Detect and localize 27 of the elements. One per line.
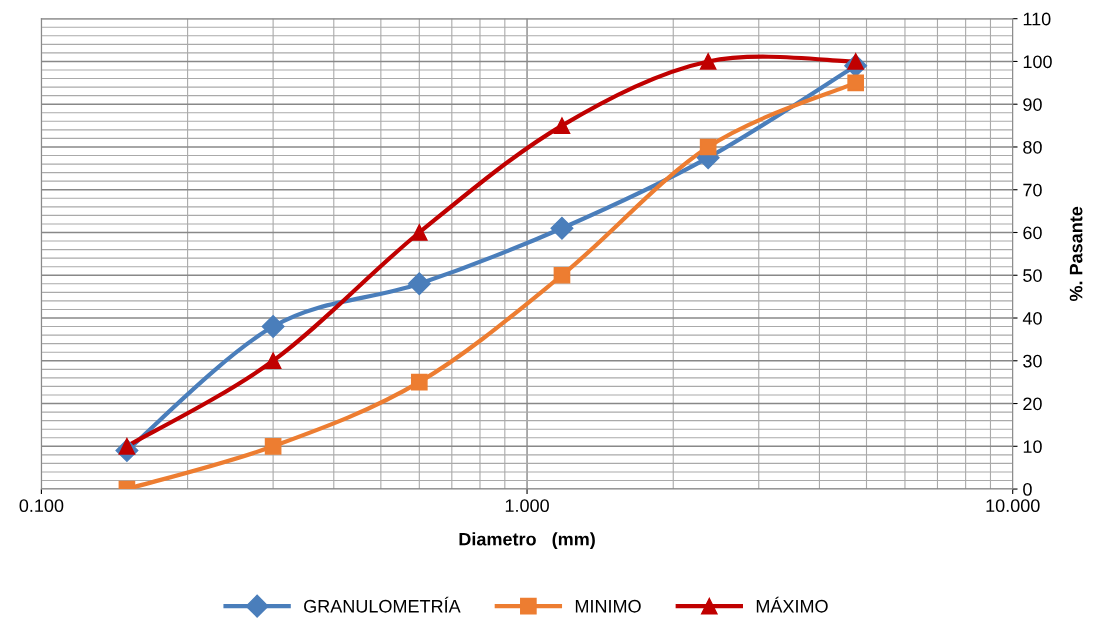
point (410, 224, 428, 241)
y-tick-label: 20 (1023, 397, 1042, 411)
point (407, 272, 431, 296)
y-tick-label: 0 (1023, 482, 1032, 496)
point (410, 373, 428, 391)
y-axis-title: %. Pasante (1069, 206, 1083, 302)
legend-label: MINIMO (575, 599, 641, 613)
y-tick-label: 80 (1023, 140, 1042, 154)
y-tick-label: 40 (1022, 311, 1042, 325)
x-tick-label: 0.100 (19, 499, 64, 513)
y-tick-label: 100 (1023, 55, 1052, 69)
y-tick-label: 110 (1023, 12, 1051, 26)
point (847, 74, 865, 92)
y-tick-label: 50 (1023, 269, 1042, 282)
legend-label: GRANULOMETRÍA (304, 596, 461, 613)
point (261, 315, 285, 339)
y-tick-label: 90 (1023, 98, 1042, 111)
point (264, 437, 282, 455)
y-tick-label: 70 (1023, 183, 1042, 197)
x-tick-label: 10.000 (986, 499, 1040, 513)
legend-label: MÁXIMO (756, 596, 828, 613)
y-tick-label: 30 (1023, 354, 1042, 368)
y-tick-label: 10 (1023, 440, 1042, 454)
point (264, 352, 282, 370)
x-tick-label: 1.000 (505, 499, 549, 513)
x-axis-title: Diametro (mm) (459, 532, 595, 550)
y-tick-label: 60 (1023, 226, 1042, 240)
